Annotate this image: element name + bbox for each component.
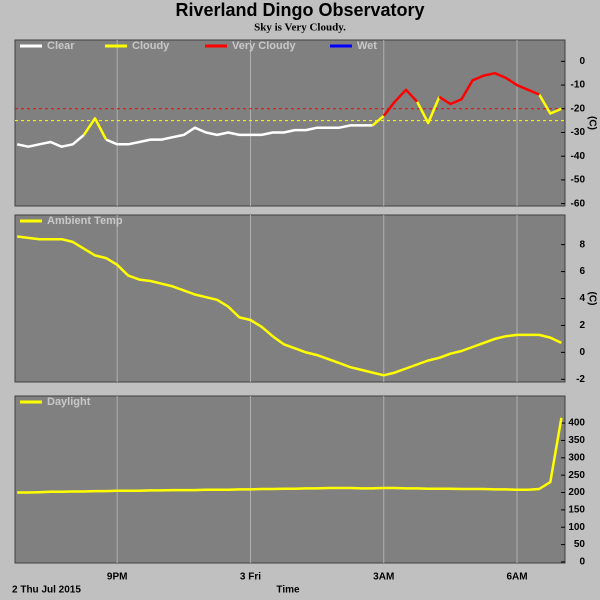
legend-label: Clear (47, 40, 75, 52)
date-label: 2 Thu Jul 2015 (12, 585, 81, 596)
series-line (82, 93, 562, 141)
y-tick-label: 0 (579, 56, 585, 67)
y-tick-label: 6 (579, 266, 585, 277)
plot-area (14, 214, 566, 383)
y-tick-label: -2 (576, 374, 585, 385)
y-tick-label: 0 (579, 557, 585, 568)
y-tick-label: 50 (574, 539, 586, 550)
y-tick-label: 300 (568, 452, 585, 463)
x-tick-label: 3AM (373, 572, 394, 583)
plot-area (14, 395, 566, 564)
legend-label: Daylight (47, 396, 91, 408)
y-tick-label: 150 (568, 505, 585, 516)
legend-label: Cloudy (132, 40, 170, 52)
y-tick-label: 400 (568, 418, 585, 429)
y-tick-label: -30 (571, 127, 586, 138)
y-tick-label: -60 (571, 198, 586, 209)
legend-label: Wet (357, 40, 377, 52)
plot-area (14, 39, 566, 207)
legend-label: Ambient Temp (47, 215, 123, 227)
y-tick-label: -50 (571, 175, 586, 186)
x-tick-label: 3 Fri (240, 572, 261, 583)
y-tick-label: -20 (571, 103, 586, 114)
y-tick-label: 4 (579, 293, 585, 304)
series-line (16, 124, 373, 148)
y-tick-label: -40 (571, 151, 586, 162)
series-line (17, 417, 563, 494)
y-tick-label: 200 (568, 487, 585, 498)
y-tick-label: 100 (568, 522, 585, 533)
y-tick-label: -10 (571, 80, 586, 91)
series-line (17, 235, 562, 377)
y-tick-label: 0 (579, 347, 585, 358)
y-tick-label: 2 (579, 320, 585, 331)
y-tick-label: 8 (579, 239, 585, 250)
y-axis-label: (C) (586, 292, 597, 306)
chart-title: Riverland Dingo Observatory (175, 0, 424, 20)
chart-subtitle: Sky is Very Cloudy. (254, 22, 346, 34)
x-axis-label: Time (276, 585, 300, 596)
legend-label: Very Cloudy (232, 40, 296, 52)
y-tick-label: 350 (568, 435, 585, 446)
x-tick-label: 9PM (107, 572, 128, 583)
x-tick-label: 6AM (506, 572, 527, 583)
y-tick-label: 250 (568, 470, 585, 481)
y-axis-label: (C) (586, 116, 597, 130)
